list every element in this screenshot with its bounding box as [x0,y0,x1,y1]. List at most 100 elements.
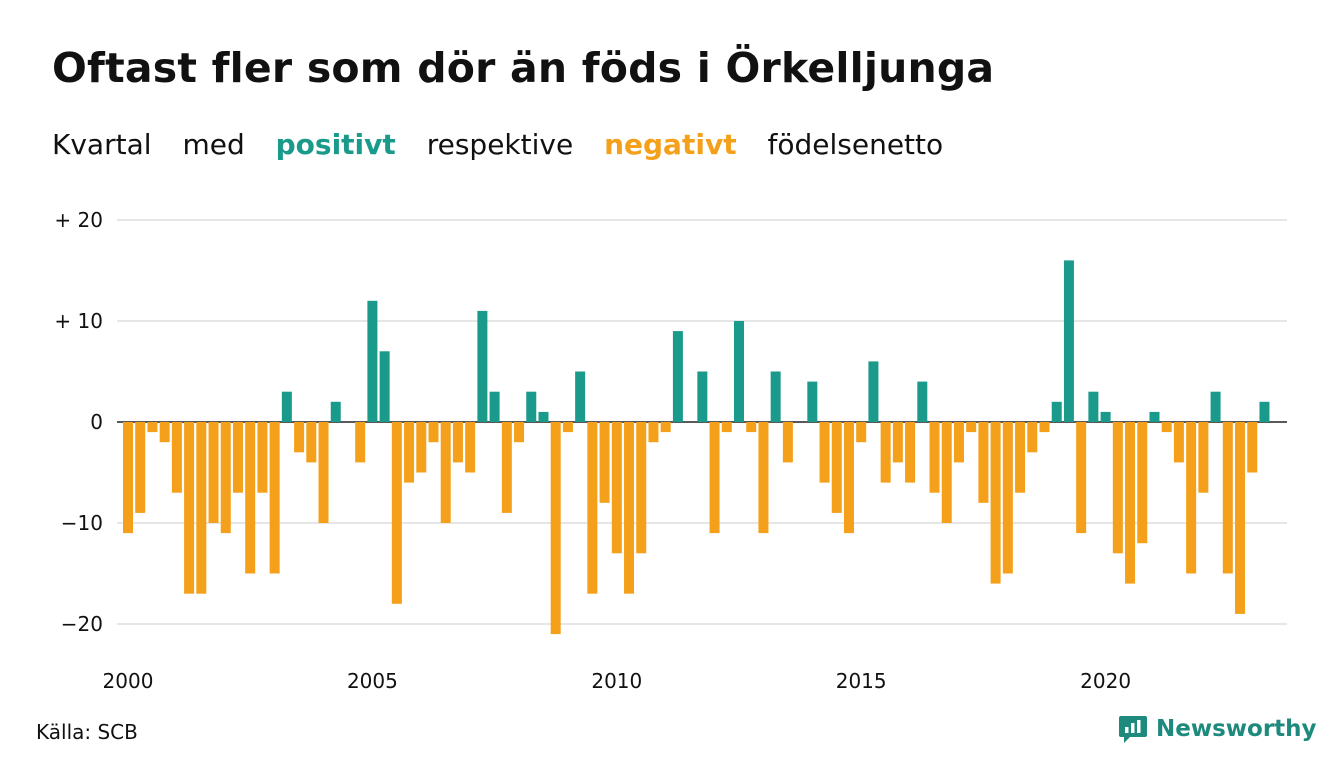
bar-negative [905,422,916,483]
bar-negative [1076,422,1087,534]
x-tick-label: 2020 [1080,669,1131,693]
legend-positive: positivt [275,128,396,161]
bar-negative [306,422,317,463]
bar-negative [782,422,793,463]
bar-negative [599,422,610,503]
brand-name: Newsworthy [1156,716,1317,742]
bar-negative [1173,422,1184,463]
bar-negative [123,422,133,534]
bar-negative [1161,422,1172,433]
y-tick-label: + 20 [54,208,103,232]
bar-negative [1198,422,1209,493]
bar-negative [856,422,867,443]
bar-positive [770,371,781,422]
bar-negative [990,422,1001,584]
bar-negative [721,422,732,433]
subtitle-word: Kvartal [52,128,152,161]
source-note: Källa: SCB [36,720,138,744]
bar-negative [257,422,268,493]
bar-positive [1100,411,1111,422]
bar-negative [428,422,439,443]
x-tick-label: 2010 [591,669,642,693]
subtitle-word: födelsenetto [767,128,944,161]
bar-positive [477,310,488,422]
bar-positive [697,371,708,422]
x-tick-label: 2000 [103,669,154,693]
x-tick-label: 2005 [347,669,398,693]
bar-positive [1088,391,1099,422]
bar-negative [1137,422,1148,544]
bar-negative [880,422,891,483]
bar-negative [562,422,573,433]
bar-negative [269,422,280,574]
bar-negative [1112,422,1123,554]
bar-negative [294,422,305,453]
bar-negative [232,422,243,493]
bar-negative [147,422,158,433]
bar-negative [978,422,989,503]
bar-positive [526,391,537,422]
bars [123,260,1270,635]
bar-negative [953,422,964,463]
bar-negative [416,422,427,473]
bar-negative [501,422,512,513]
newsworthy-logo-icon [1119,716,1147,743]
bar-negative [709,422,720,534]
bar-negative [831,422,842,513]
bar-positive [1149,411,1160,422]
bar-negative [611,422,622,554]
y-tick-label: 0 [90,410,103,434]
bar-negative [941,422,952,523]
x-axis: 2000 2005 2010 2015 2020 [103,669,1132,693]
bar-negative [355,422,366,463]
bar-negative [159,422,170,443]
brand-logo: Newsworthy [1118,714,1317,744]
bar-negative [587,422,598,594]
legend-negative: negativt [604,128,737,161]
bar-negative [746,422,757,433]
bar-positive [281,391,292,422]
bar-positive [917,381,928,422]
bar-negative [758,422,769,534]
bar-positive [868,361,879,422]
bar-positive [489,391,500,422]
bar-negative [966,422,977,433]
bar-positive [734,321,744,422]
bar-negative [440,422,451,523]
y-tick-label: −20 [61,612,103,636]
bar-negative [318,422,329,523]
chart-subtitle: Kvartal med positivt respektive negativt… [52,128,965,161]
bar-negative [843,422,854,534]
bar-positive [672,331,683,422]
bar-negative [196,422,207,594]
bar-positive [1051,401,1062,422]
bar-negative [660,422,671,433]
bar-negative [819,422,830,483]
y-tick-label: −10 [61,511,103,535]
bar-negative [171,422,182,493]
bar-positive [538,411,549,422]
chart-title: Oftast fler som dör än föds i Örkelljung… [52,44,995,92]
bar-negative [892,422,903,463]
bar-positive [1063,260,1074,422]
bar-negative [135,422,146,513]
bar-positive [1259,401,1270,422]
bar-negative [452,422,463,463]
bar-negative [1039,422,1050,433]
bar-negative [1222,422,1233,574]
bar-negative [208,422,219,523]
subtitle-word: respektive [426,128,574,161]
bar-negative [1027,422,1038,453]
bar-negative [624,422,635,594]
bar-positive [1210,391,1221,422]
y-tick-label: + 10 [54,309,103,333]
bar-negative [550,422,561,635]
bar-negative [391,422,402,604]
bar-positive [575,371,586,422]
bar-negative [1015,422,1026,493]
bar-positive [807,381,818,422]
bar-negative [184,422,195,594]
bar-negative [465,422,476,473]
bar-negative [636,422,647,554]
